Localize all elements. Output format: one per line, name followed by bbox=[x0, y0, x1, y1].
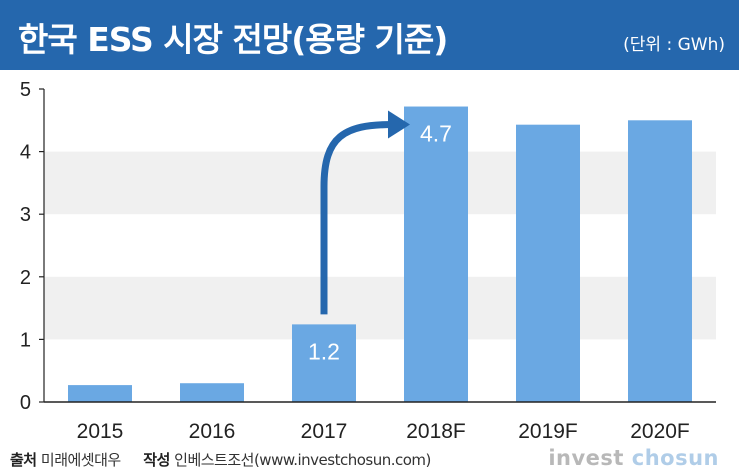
logo-text-1: invest bbox=[548, 446, 632, 470]
bar-2017 bbox=[292, 324, 356, 402]
x-tick-label: 2020F bbox=[630, 420, 690, 443]
y-tick-label: 4 bbox=[20, 142, 31, 164]
source-credit: 출처 미래에셋대우 작성 인베스트조선(www.investchosun.com… bbox=[10, 449, 431, 470]
grid-band bbox=[44, 151, 716, 215]
arrow-shaft bbox=[320, 121, 393, 315]
y-tick-label: 2 bbox=[20, 267, 31, 289]
author-value: 인베스트조선(www.investchosun.com) bbox=[174, 451, 431, 469]
unit-label: (단위 : GWh) bbox=[623, 35, 725, 55]
x-axis: 2015 2016 2017 2018F 2019F 2020F bbox=[44, 401, 716, 443]
growth-arrow bbox=[320, 110, 410, 315]
grid-bands bbox=[44, 151, 716, 340]
source-label: 출처 bbox=[10, 451, 37, 469]
data-labels: 1.2 4.7 bbox=[308, 121, 452, 365]
x-tick-label: 2019F bbox=[518, 420, 578, 443]
y-tick-label: 5 bbox=[20, 79, 31, 101]
header-banner: 한국 ESS 시장 전망(용량 기준) (단위 : GWh) bbox=[0, 0, 739, 70]
author-label: 작성 bbox=[143, 451, 170, 469]
y-tick-label: 3 bbox=[20, 204, 31, 226]
bar-2016 bbox=[180, 383, 244, 402]
logo-text-2: chosun bbox=[631, 446, 719, 470]
bar-chart: 0 1 2 3 4 5 2015 2016 2017 2018F 2019F 2020F 1.2 4.… bbox=[20, 79, 716, 443]
bars bbox=[68, 106, 692, 403]
data-label: 4.7 bbox=[420, 121, 452, 147]
source-value: 미래에셋대우 bbox=[40, 451, 121, 469]
bar-2015 bbox=[68, 385, 132, 402]
grid-band bbox=[44, 276, 716, 340]
chart-title: 한국 ESS 시장 전망(용량 기준) bbox=[18, 20, 448, 59]
x-tick-label: 2016 bbox=[189, 420, 236, 443]
x-tick-label: 2015 bbox=[77, 420, 124, 443]
bar-2018F bbox=[404, 106, 468, 402]
bar-2020F bbox=[628, 120, 692, 403]
investchosun-logo: invest chosun bbox=[548, 446, 719, 470]
x-tick-label: 2017 bbox=[301, 420, 348, 443]
y-tick-label: 0 bbox=[20, 392, 31, 414]
y-tick-label: 1 bbox=[20, 329, 31, 351]
y-axis: 0 1 2 3 4 5 bbox=[20, 79, 45, 414]
data-label: 1.2 bbox=[308, 338, 340, 364]
footer: 출처 미래에셋대우 작성 인베스트조선(www.investchosun.com… bbox=[0, 446, 739, 476]
arrow-head bbox=[388, 110, 410, 139]
bar-2019F bbox=[516, 124, 580, 402]
x-tick-label: 2018F bbox=[406, 420, 466, 443]
